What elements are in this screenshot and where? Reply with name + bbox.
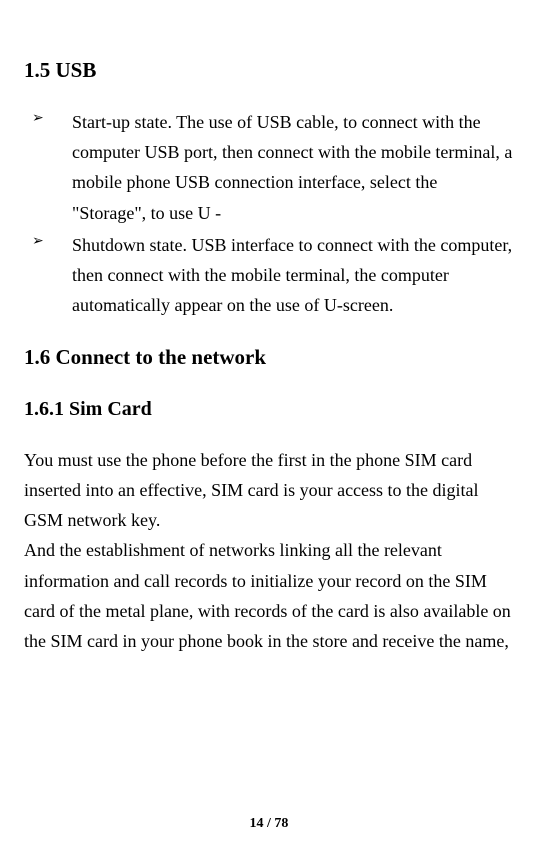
page-number: 14 / 78 (0, 816, 538, 832)
section-heading-network: 1.6 Connect to the network (24, 345, 514, 370)
bullet-marker-icon: ➢ (32, 230, 44, 254)
usb-bullet-list: ➢ Start-up state. The use of USB cable, … (24, 107, 514, 321)
bullet-marker-icon: ➢ (32, 107, 44, 131)
list-item: ➢ Start-up state. The use of USB cable, … (24, 107, 514, 228)
body-paragraph: You must use the phone before the first … (24, 445, 514, 536)
bullet-text: Shutdown state. USB interface to connect… (72, 235, 512, 315)
subsection-heading-simcard: 1.6.1 Sim Card (24, 398, 514, 421)
bullet-text: Start-up state. The use of USB cable, to… (72, 112, 512, 223)
body-paragraph: And the establishment of networks linkin… (24, 535, 514, 656)
list-item: ➢ Shutdown state. USB interface to conne… (24, 230, 514, 321)
section-heading-usb: 1.5 USB (24, 58, 514, 83)
